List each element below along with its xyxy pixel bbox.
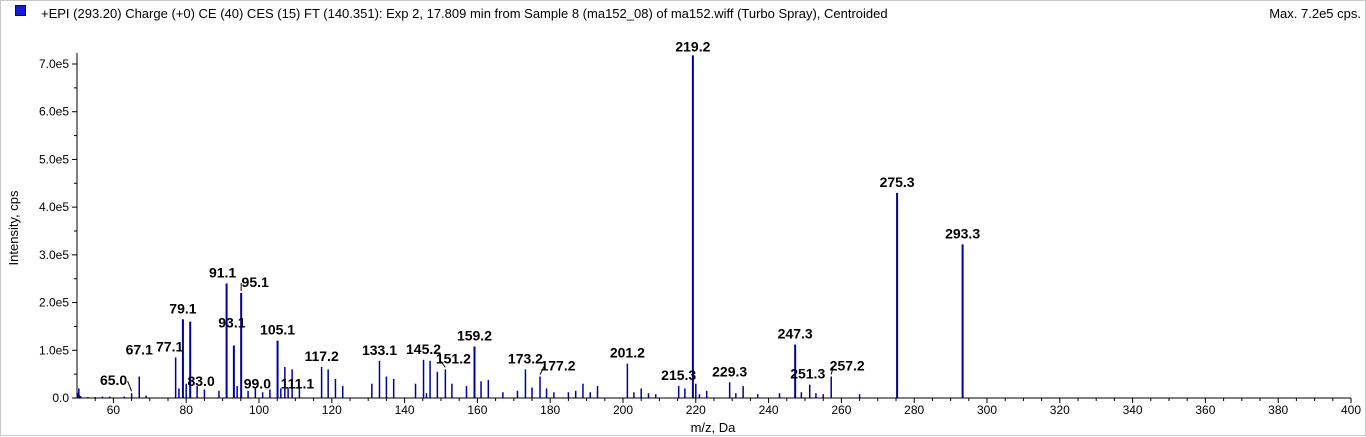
peak-label: 159.2	[457, 327, 492, 343]
x-tick-label: 200	[613, 403, 633, 417]
peak-label: 229.3	[712, 363, 747, 379]
peak-label: 219.2	[675, 38, 710, 54]
y-tick-label: 4.0e5	[39, 200, 69, 214]
peak-label: 111.1	[281, 375, 315, 391]
y-tick-label: 5.0e5	[39, 152, 69, 166]
peak-label: 133.1	[362, 342, 397, 358]
labels-layer: 65.0 67.1 77.1 79.1 83.0 91.1 93.1 95.1 99.0 105.…	[100, 38, 980, 391]
x-tick-label: 140	[395, 403, 415, 417]
axes-layer: 60 80 100 120 140 160 180 200 220 240 260 280 300 320…	[39, 53, 1361, 417]
peak-label: 79.1	[169, 300, 196, 316]
x-tick-label: 160	[467, 403, 487, 417]
y-axis-title: Intensity, cps	[6, 190, 21, 265]
label-leader	[127, 381, 133, 392]
x-tick-label: 100	[249, 403, 269, 417]
peak-label: 251.3	[790, 366, 825, 382]
x-tick-label: 380	[1268, 403, 1288, 417]
label-leader	[438, 359, 446, 368]
y-tick-label: 3.0e5	[39, 248, 69, 262]
peak-label: 145.2	[406, 341, 441, 357]
y-tick-label: 2.0e5	[39, 296, 69, 310]
x-axis-title: m/z, Da	[691, 420, 737, 435]
x-tick-label: 400	[1341, 403, 1361, 417]
y-tick-label: 6.0e5	[39, 105, 69, 119]
x-tick-label: 360	[1195, 403, 1215, 417]
peak-label: 65.0	[100, 372, 127, 388]
x-tick-label: 260	[831, 403, 851, 417]
peak-label: 91.1	[209, 264, 236, 280]
peak-label: 151.2	[436, 350, 471, 366]
x-tick-label: 240	[759, 403, 779, 417]
peak-label: 201.2	[610, 345, 645, 361]
range-start-marker	[77, 392, 82, 398]
y-tick-label: 7.0e5	[39, 57, 69, 71]
peak-label: 67.1	[126, 342, 153, 358]
peak-label: 247.3	[778, 326, 813, 342]
label-leader	[830, 366, 834, 375]
y-tick-label: 0.0	[52, 391, 69, 405]
x-tick-label: 280	[904, 403, 924, 417]
y-tick-label: 1.0e5	[39, 343, 69, 357]
peak-label: 293.3	[945, 225, 980, 241]
x-tick-label: 80	[180, 403, 194, 417]
peak-label: 95.1	[242, 274, 269, 290]
x-tick-label: 60	[107, 403, 121, 417]
series-marker-icon	[15, 5, 26, 16]
bars-layer	[77, 55, 964, 398]
peak-label: 173.2	[508, 350, 543, 366]
peak-label: 105.1	[260, 322, 295, 338]
x-tick-label: 180	[540, 403, 560, 417]
peak-label: 177.2	[540, 358, 575, 374]
x-tick-label: 120	[322, 403, 342, 417]
leaders-layer	[127, 283, 834, 392]
peak-label: 99.0	[244, 375, 271, 391]
x-tick-label: 300	[977, 403, 997, 417]
x-tick-label: 220	[686, 403, 706, 417]
peak-label: 275.3	[880, 174, 915, 190]
x-tick-label: 340	[1123, 403, 1143, 417]
peak-label: 77.1	[156, 338, 183, 354]
peak-label: 215.3	[661, 367, 696, 383]
peak-label: 93.1	[218, 315, 245, 331]
peak-label: 117.2	[304, 348, 338, 364]
x-tick-label: 320	[1050, 403, 1070, 417]
peak-label: 257.2	[830, 358, 865, 374]
peak-label: 83.0	[187, 373, 214, 389]
label-leader	[539, 366, 545, 375]
max-intensity-label: Max. 7.2e5 cps.	[1269, 6, 1361, 21]
chart-header: +EPI (293.20) Charge (+0) CE (40) CES (1…	[1, 1, 1366, 25]
chart-title: +EPI (293.20) Charge (+0) CE (40) CES (1…	[41, 6, 888, 21]
